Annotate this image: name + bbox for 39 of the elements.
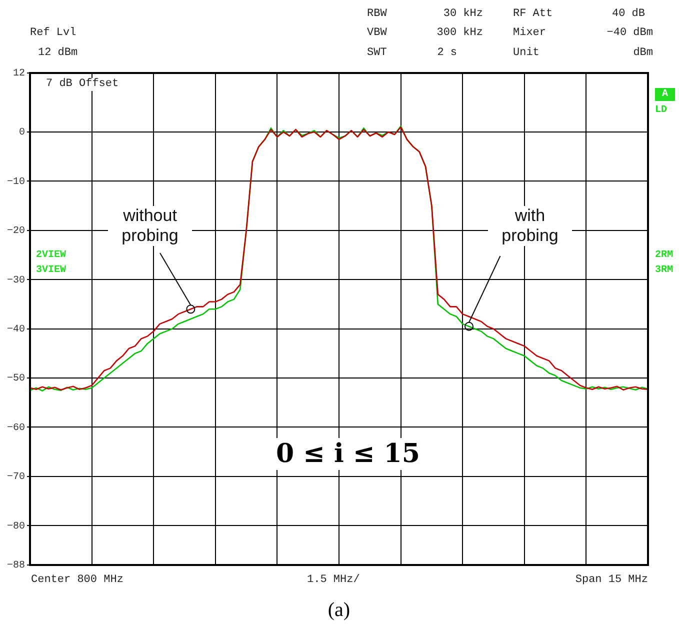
text: RF Att — [513, 8, 553, 21]
text: 40 dB — [612, 8, 645, 21]
y-tick-label: −40 — [6, 324, 25, 336]
text: Center 800 MHz — [31, 574, 124, 587]
y-tick-label: −88 — [6, 560, 25, 572]
y-tick-label: 0 — [18, 128, 25, 139]
y-tick-label: −30 — [6, 275, 25, 286]
text: Mixer — [513, 27, 546, 40]
text: 2RM — [655, 249, 674, 262]
text: 30 kHz — [443, 8, 483, 21]
text: without probing — [108, 206, 192, 246]
y-tick-label: 12 — [12, 68, 25, 80]
y-tick-label: −20 — [6, 226, 25, 238]
text: (a) — [328, 598, 350, 622]
annotation: 0 ≤ i ≤ 15 — [272, 438, 424, 470]
annotation: 7 dB Offset — [46, 78, 119, 91]
text: dBm — [633, 47, 653, 60]
text: 3RM — [655, 264, 674, 277]
text: 2 s — [437, 47, 457, 60]
y-tick-label: −50 — [6, 374, 25, 385]
annotation: 3VIEW — [36, 264, 66, 277]
text: Unit — [513, 47, 540, 60]
text: RBW — [367, 8, 387, 21]
y-tick-label: −80 — [6, 521, 25, 532]
annotation: 2VIEW — [36, 249, 66, 262]
text: SWT — [367, 47, 387, 60]
y-tick-label: −10 — [6, 176, 25, 188]
text: 1.5 MHz/ — [307, 574, 360, 587]
text: with probing — [488, 206, 572, 246]
text: VBW — [367, 27, 387, 40]
text: −40 dBm — [606, 27, 653, 40]
y-tick-label: −70 — [6, 472, 25, 484]
text: 12 dBm — [38, 47, 78, 60]
text: Span 15 MHz — [575, 574, 648, 587]
text: A — [655, 88, 676, 101]
text: 300 kHz — [436, 27, 483, 40]
text: LD — [655, 104, 668, 117]
text: Ref Lvl — [30, 27, 76, 40]
y-tick-label: −60 — [6, 422, 25, 434]
